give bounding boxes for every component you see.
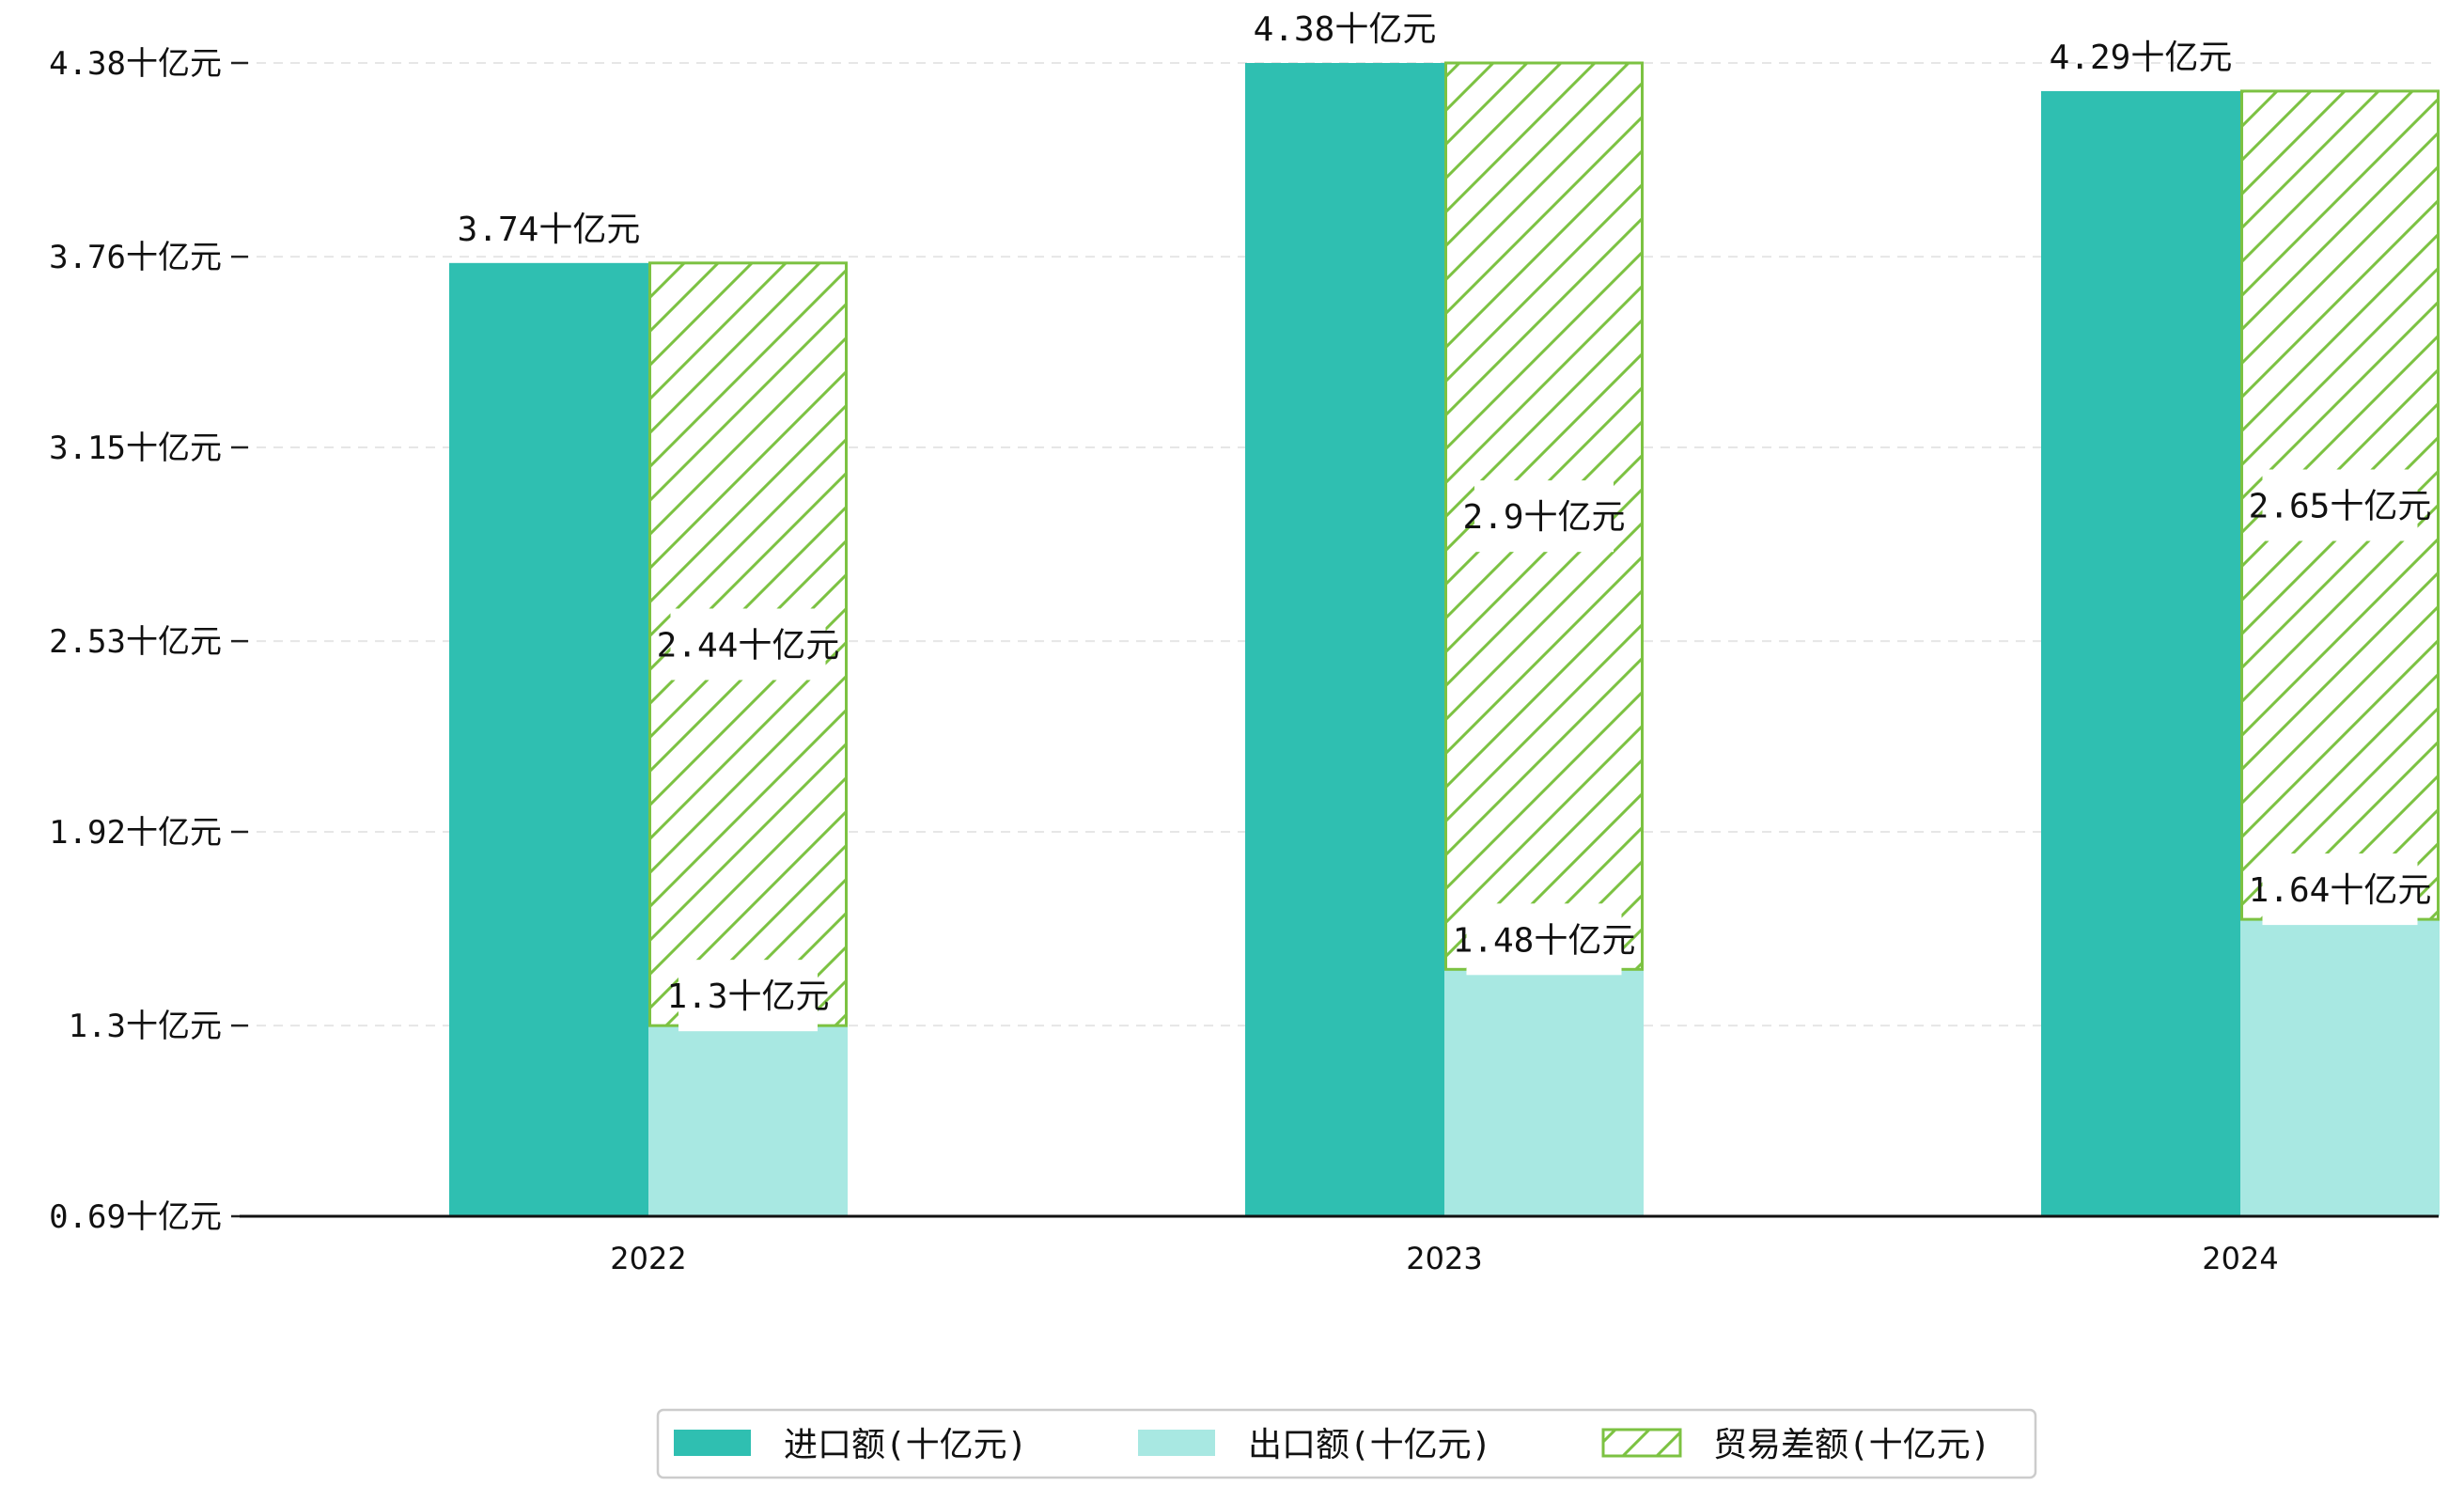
balance-value-label-bg xyxy=(670,608,826,681)
import-value-label: 4.38十亿元 xyxy=(1254,10,1437,49)
x-tick-label: 2024 xyxy=(2202,1241,2278,1276)
export-value-label-bg xyxy=(1466,903,1622,976)
balance-value-label-bg xyxy=(2262,469,2418,541)
import-bar xyxy=(2041,90,2240,1216)
balance-value-label: 2.65十亿元 xyxy=(2249,488,2432,526)
balance-value-label: 2.9十亿元 xyxy=(1462,498,1625,537)
legend: 进口额(十亿元) 出口额(十亿元) 贸易差额(十亿元) xyxy=(656,1408,2037,1479)
x-tick-label: 2022 xyxy=(610,1241,686,1276)
y-tick-label: 2.53十亿元 xyxy=(49,623,222,661)
export-value-label: 1.3十亿元 xyxy=(666,978,829,1016)
y-tick-label: 1.3十亿元 xyxy=(69,1008,222,1045)
y-tick-label: 0.69十亿元 xyxy=(49,1198,222,1236)
export-value-label: 1.64十亿元 xyxy=(2249,871,2432,910)
y-tick-label: 3.76十亿元 xyxy=(49,239,222,276)
data-labels: 3.74十亿元 1.3十亿元 2.44十亿元 4.38十亿元 1.48十亿元 2.9十亿元… xyxy=(458,10,2432,1032)
import-bar xyxy=(449,262,648,1217)
y-tick-label: 3.15十亿元 xyxy=(49,430,222,467)
export-value-label: 1.48十亿元 xyxy=(1453,921,1636,960)
export-bar xyxy=(2240,919,2440,1216)
legend-item-export-label: 出口额(十亿元) xyxy=(1248,1426,1491,1464)
y-tick-label: 4.38十亿元 xyxy=(49,45,222,83)
balance-value-label-bg xyxy=(1474,480,1614,553)
legend-item-balance-label: 贸易差额(十亿元) xyxy=(1713,1426,1990,1464)
export-value-label-bg xyxy=(2262,853,2418,926)
export-bar xyxy=(648,1025,848,1216)
legend-box xyxy=(656,1408,2037,1479)
import-value-label: 4.29十亿元 xyxy=(2050,39,2233,77)
x-tick-label: 2023 xyxy=(1406,1241,1482,1276)
legend-item-import-swatch xyxy=(674,1430,751,1456)
legend-item-balance-swatch xyxy=(1601,1428,1682,1458)
export-value-label-bg xyxy=(678,960,818,1032)
legend-item-export-swatch xyxy=(1138,1430,1215,1456)
y-tick-label: 1.92十亿元 xyxy=(49,814,222,852)
axes: 0.69十亿元 1.3十亿元 1.92十亿元 2.53十亿元 3.15十亿元 3.76十亿… xyxy=(49,45,2439,1276)
import-value-label: 3.74十亿元 xyxy=(458,211,641,249)
export-bar xyxy=(1444,969,1644,1216)
balance-value-label: 2.44十亿元 xyxy=(657,626,840,665)
legend-item-import-label: 进口额(十亿元) xyxy=(784,1426,1027,1464)
import-bar xyxy=(1245,63,1444,1216)
